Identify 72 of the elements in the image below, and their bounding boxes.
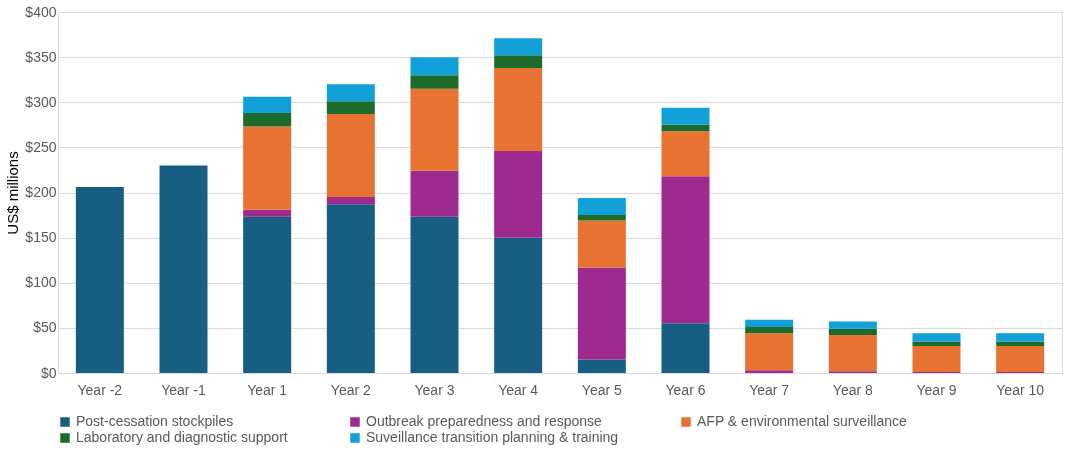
bar — [410, 88, 459, 171]
bar — [577, 220, 626, 268]
bar — [661, 131, 710, 177]
legend-label: AFP & environmental surveillance — [697, 413, 908, 429]
bar — [745, 333, 794, 371]
bar — [745, 370, 794, 373]
bar — [912, 341, 961, 346]
bar — [326, 113, 375, 198]
x-tick-label: Year 7 — [749, 381, 790, 398]
x-tick-label: Year -1 — [161, 381, 207, 398]
x-tick-label: Year 6 — [665, 381, 706, 398]
bar — [243, 113, 292, 127]
bar — [828, 321, 877, 329]
y-tick-label: $200 — [25, 184, 57, 200]
bar — [661, 323, 710, 373]
bar — [326, 197, 375, 205]
legend-label: Laboratory and diagnostic support — [76, 429, 288, 445]
bar — [661, 107, 710, 125]
legend-label: Suveillance transition planning & training — [366, 429, 619, 445]
legend-label: Post-cessation stockpiles — [76, 413, 234, 429]
bar — [912, 345, 961, 373]
y-tick-label: $300 — [25, 93, 57, 110]
bar — [996, 333, 1045, 342]
bar — [577, 215, 626, 221]
legend-label: Outbreak preparedness and response — [366, 413, 603, 429]
bar — [661, 176, 710, 324]
x-tick-label: Year -2 — [77, 381, 123, 398]
bar — [494, 67, 543, 151]
x-tick-label: Year 5 — [581, 381, 623, 398]
bar — [326, 84, 375, 102]
x-tick-label: Year 9 — [916, 381, 957, 398]
bar — [326, 101, 375, 114]
y-tick-label: $350 — [25, 48, 57, 65]
y-axis-title: US$ millions — [4, 151, 22, 235]
bar — [410, 170, 459, 217]
bar — [159, 165, 208, 373]
bar — [661, 124, 710, 132]
bar — [243, 96, 292, 114]
bar — [996, 341, 1045, 346]
bar — [828, 328, 877, 336]
y-tick-label: $400 — [25, 3, 57, 20]
x-tick-label: Year 3 — [414, 381, 455, 398]
y-tick-label: $250 — [25, 138, 57, 155]
bar — [577, 267, 626, 360]
y-tick-label: $100 — [25, 274, 57, 291]
bar — [75, 187, 124, 373]
x-tick-label: Year 1 — [247, 381, 288, 398]
bar — [912, 333, 961, 342]
bar — [410, 75, 459, 89]
x-tick-label: Year 8 — [832, 381, 874, 398]
bar — [410, 216, 459, 373]
x-tick-label: Year 4 — [498, 381, 539, 398]
bar — [577, 359, 626, 373]
bar — [745, 326, 794, 334]
bar — [494, 38, 543, 56]
bar — [243, 126, 292, 210]
bar — [494, 237, 543, 373]
bar — [745, 319, 794, 327]
x-tick-label: Year 10 — [996, 381, 1045, 398]
bar — [494, 150, 543, 238]
y-tick-label: $50 — [33, 319, 57, 336]
bar — [577, 197, 626, 216]
y-tick-label: $150 — [25, 229, 57, 246]
x-tick-label: Year 2 — [330, 381, 372, 398]
bar — [494, 55, 543, 68]
bar — [410, 57, 459, 76]
bar — [243, 216, 292, 373]
bar — [828, 335, 877, 372]
bar — [996, 345, 1045, 373]
bar — [326, 204, 375, 373]
y-tick-label: $0 — [40, 364, 57, 381]
bar — [243, 209, 292, 217]
